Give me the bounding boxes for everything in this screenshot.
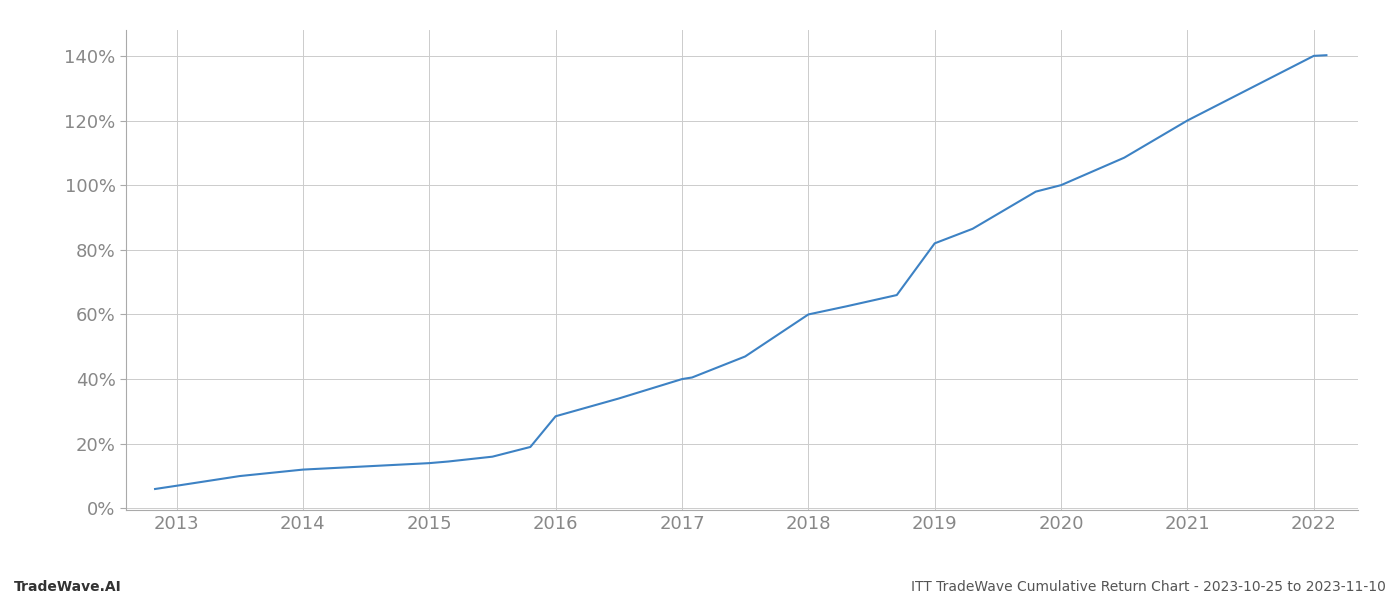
Text: TradeWave.AI: TradeWave.AI bbox=[14, 580, 122, 594]
Text: ITT TradeWave Cumulative Return Chart - 2023-10-25 to 2023-11-10: ITT TradeWave Cumulative Return Chart - … bbox=[911, 580, 1386, 594]
